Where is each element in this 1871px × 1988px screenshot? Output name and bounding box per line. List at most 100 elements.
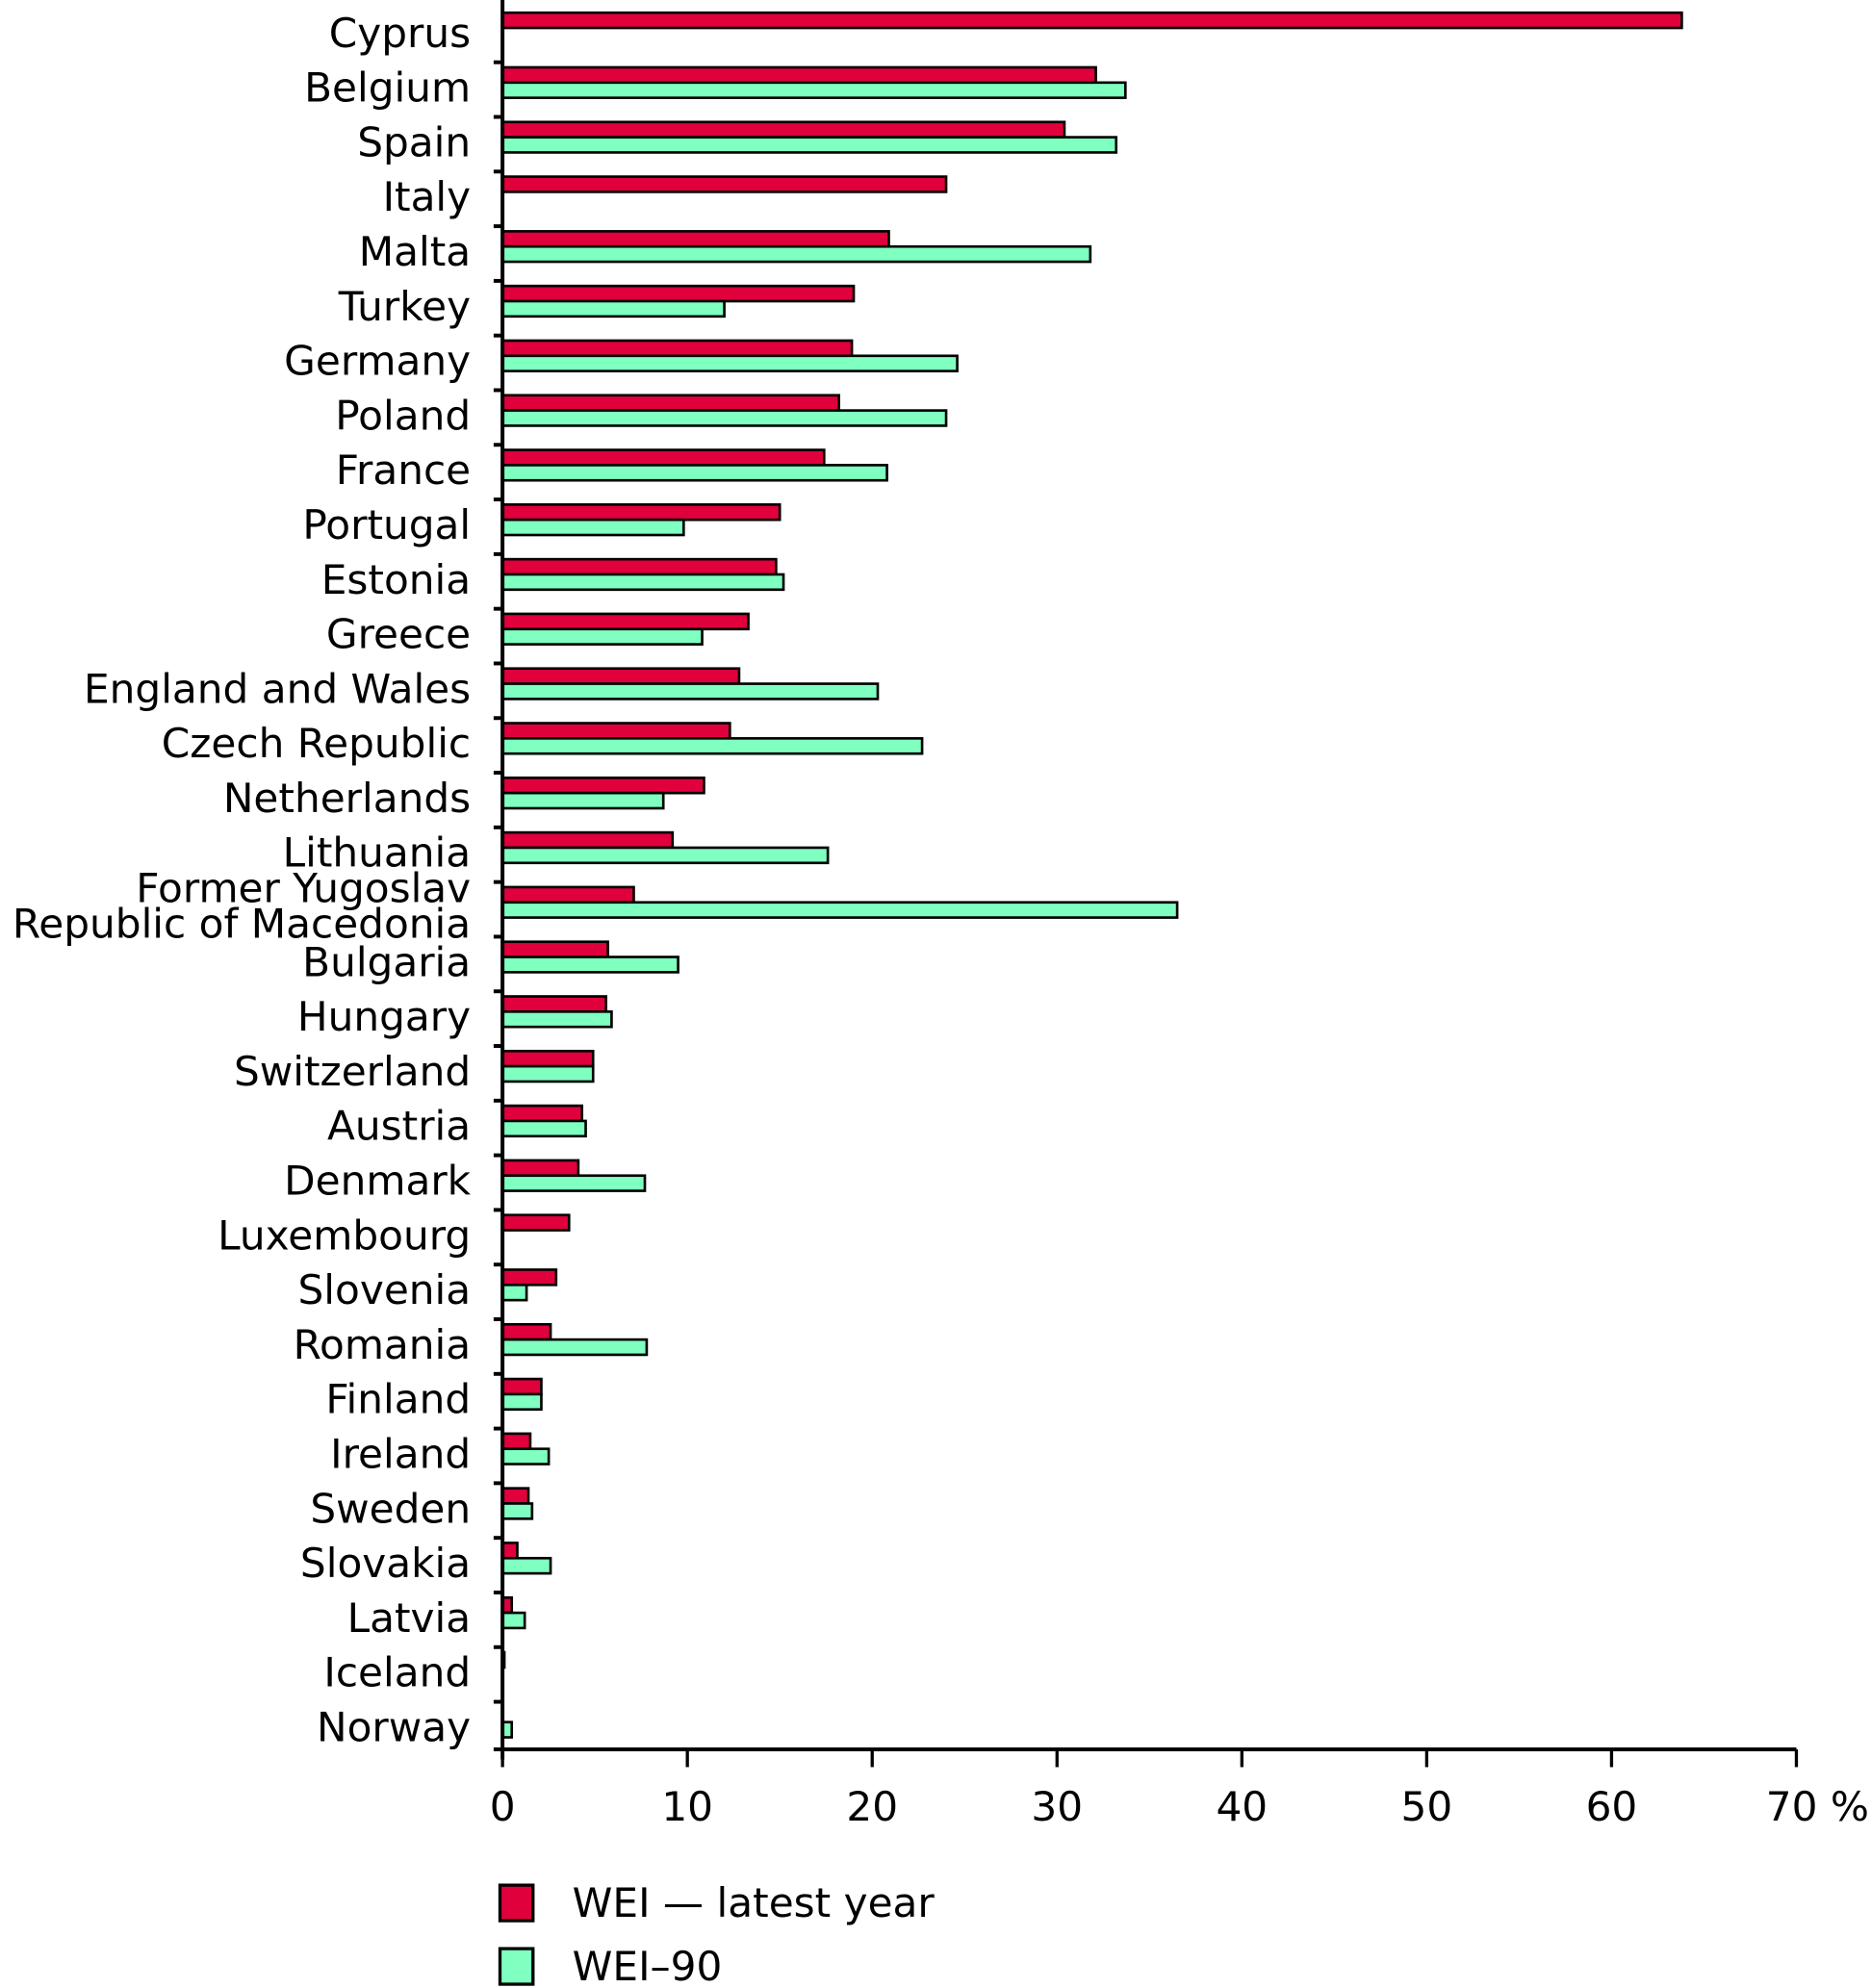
- category-label: England and Wales: [84, 665, 471, 712]
- bar-wei-latest: [500, 1268, 558, 1287]
- category-label: Slovenia: [298, 1266, 472, 1313]
- bar-wei-latest: [500, 394, 840, 412]
- category-label: Norway: [317, 1703, 471, 1750]
- bar-wei-latest: [500, 1432, 532, 1451]
- category-label: Estonia: [321, 556, 471, 603]
- category-label: Bulgaria: [302, 938, 471, 985]
- bar-wei-latest: [500, 448, 826, 467]
- category-label: Poland: [335, 392, 471, 439]
- category-label: Spain: [357, 118, 471, 166]
- category-label: Germany: [284, 338, 471, 385]
- bar-wei-latest: [500, 995, 607, 1013]
- category-label: Lithuania: [283, 829, 471, 877]
- bar-wei-latest: [500, 1213, 571, 1232]
- bar-wei-latest: [500, 1377, 543, 1396]
- category-label: Turkey: [338, 283, 471, 330]
- bar-wei-90: [500, 1556, 552, 1575]
- bar-wei-90: [500, 737, 924, 755]
- bar-wei-latest: [500, 1487, 530, 1505]
- bar-wei-latest: [500, 1322, 552, 1341]
- category-label: Italy: [383, 173, 472, 220]
- bar-wei-90: [500, 81, 1127, 99]
- bar-wei-90: [500, 409, 948, 427]
- bar-wei-latest: [500, 1542, 519, 1560]
- bar-wei-latest: [500, 777, 705, 795]
- bar-wei-90: [500, 573, 785, 592]
- bar-wei-90: [500, 791, 665, 810]
- bar-wei-latest: [500, 830, 675, 850]
- bar-wei-90: [500, 244, 1092, 264]
- category-label: Finland: [325, 1376, 471, 1423]
- category-label: Ireland: [330, 1430, 471, 1477]
- bar-wei-90: [500, 354, 959, 372]
- category-label: Cyprus: [329, 10, 471, 57]
- x-tick-label: 70 %: [1766, 1783, 1869, 1830]
- bar-wei-90: [500, 1064, 595, 1083]
- bar-wei-latest: [500, 175, 948, 193]
- bar-wei-latest: [500, 284, 856, 303]
- category-label: Greece: [326, 611, 471, 658]
- bar-wei-latest: [500, 339, 854, 358]
- bar-wei-90: [500, 299, 726, 319]
- x-tick-label: 0: [490, 1783, 516, 1830]
- bar-wei-90: [500, 518, 685, 537]
- category-label: Hungary: [297, 993, 471, 1040]
- legend-label-latest: WEI — latest year: [573, 1879, 936, 1926]
- category-label: Latvia: [347, 1594, 471, 1642]
- bar-wei-90: [500, 1392, 543, 1412]
- x-tick-label: 20: [846, 1783, 898, 1830]
- category-label: Switzerland: [234, 1048, 471, 1095]
- bar-wei-90: [500, 1010, 613, 1029]
- bar-wei-latest: [500, 612, 750, 631]
- category-label: Portugal: [302, 501, 471, 548]
- x-tick-label: 60: [1586, 1783, 1638, 1830]
- bar-wei-90: [500, 1611, 526, 1630]
- x-tick-label: 50: [1401, 1783, 1453, 1830]
- bar-wei-90: [500, 846, 830, 865]
- category-label: Luxembourg: [218, 1211, 471, 1259]
- category-label: Romania: [294, 1321, 472, 1368]
- category-label: Former Yugoslav: [136, 865, 471, 912]
- bar-wei-latest: [500, 885, 635, 905]
- bar-wei-90: [500, 136, 1118, 154]
- category-label: France: [336, 446, 471, 494]
- bar-wei-90: [500, 1119, 587, 1138]
- bar-wei-90: [500, 901, 1179, 919]
- bar-wei-90: [500, 1338, 649, 1357]
- bar-wei-latest: [500, 65, 1097, 85]
- bar-wei-latest: [500, 722, 731, 740]
- legend-swatch-wei90: [498, 1947, 535, 1986]
- bar-wei-90: [500, 1174, 647, 1192]
- category-label: Sweden: [310, 1485, 471, 1532]
- bar-wei-90: [500, 956, 679, 974]
- category-label: Iceland: [323, 1649, 471, 1696]
- bar-wei-90: [500, 1283, 528, 1302]
- bar-wei-90: [500, 627, 704, 646]
- category-label: Malta: [359, 228, 471, 275]
- bar-wei-90: [500, 464, 888, 482]
- bar-wei-latest: [500, 1159, 580, 1178]
- bar-wei-90: [500, 1502, 534, 1520]
- category-label: Czech Republic: [162, 720, 471, 767]
- bar-wei-latest: [500, 230, 890, 248]
- bar-wei-latest: [500, 503, 782, 522]
- category-label: Slovakia: [300, 1540, 471, 1587]
- bar-wei-latest: [500, 1104, 584, 1123]
- x-tick-label: 10: [661, 1783, 713, 1830]
- category-label: Republic of Macedonia: [13, 901, 471, 948]
- bar-wei-90: [500, 1447, 551, 1466]
- bar-wei-90: [500, 682, 880, 701]
- category-label: Netherlands: [223, 775, 471, 822]
- category-label: Belgium: [304, 64, 471, 112]
- x-tick-label: 30: [1031, 1783, 1083, 1830]
- bar-wei-latest: [500, 667, 741, 685]
- legend-label-wei90: WEI–90: [573, 1943, 723, 1988]
- bar-wei-latest: [500, 557, 778, 576]
- bar-wei-latest: [500, 120, 1066, 139]
- legend: WEI — latest year WEI–90: [498, 1879, 936, 1988]
- bar-wei-latest: [500, 11, 1683, 30]
- bar-wei-latest: [500, 940, 609, 958]
- category-label: Denmark: [284, 1158, 472, 1205]
- x-tick-label: 40: [1216, 1783, 1268, 1830]
